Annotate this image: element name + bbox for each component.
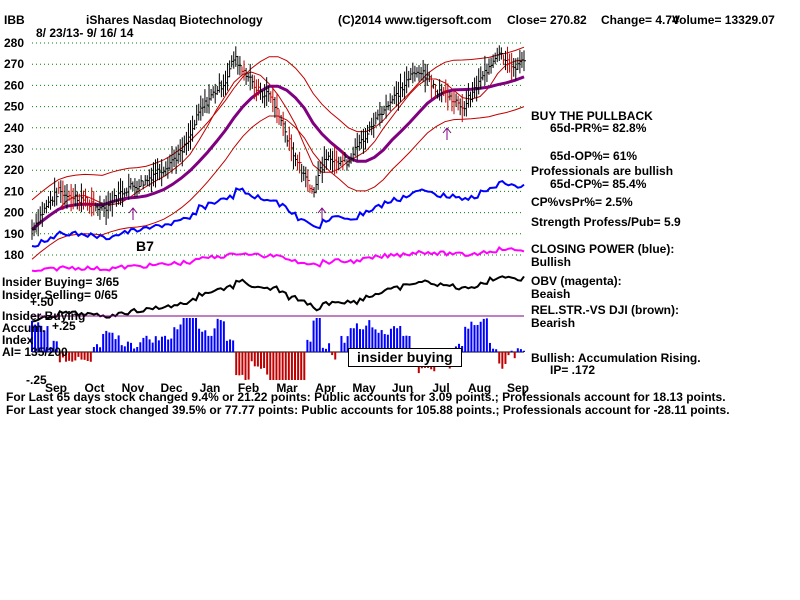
accum-label: Accum. [2, 321, 46, 335]
close-price: Close= 270.82 [507, 13, 587, 27]
accumulation-status: Bullish: Accumulation Rising. [531, 351, 701, 365]
y-tick-270: 270 [4, 57, 24, 71]
buy-signal: BUY THE PULLBACK [531, 109, 653, 123]
y-tick-210: 210 [4, 184, 24, 198]
accum-plus50: +.50 [30, 295, 54, 309]
obv-line [31, 246, 525, 273]
month-label-6: Mar [276, 381, 298, 395]
strength-ratio: Strength Profess/Pub= 5.9 [531, 215, 681, 229]
closing-power-path [31, 179, 525, 248]
accum-minus25: -.25 [26, 373, 47, 387]
month-label-0: Sep [45, 381, 67, 395]
y-tick-190: 190 [4, 227, 24, 241]
date-range: 8/ 23/13- 9/ 16/ 14 [36, 26, 134, 40]
obv-path [31, 246, 525, 273]
insider-selling-count: Insider Selling= 0/65 [2, 288, 118, 302]
ticker: IBB [4, 13, 25, 27]
obv-label: OBV (magenta): [531, 274, 622, 288]
y-tick-240: 240 [4, 121, 24, 135]
rel-strength-path [31, 275, 525, 323]
month-label-12: Sep [507, 381, 529, 395]
buy-arrow-icon [317, 207, 327, 220]
price-axis-ticks: 180 190 200 210 220 230 240 250 260 270 280 [4, 36, 24, 262]
y-tick-250: 250 [4, 100, 24, 114]
cp-vs-pr: CP%vsPr%= 2.5% [531, 195, 633, 209]
rel-strength-state: Bearish [531, 316, 576, 330]
lower-band [31, 106, 525, 260]
op-percent: 65d-OP%= 61% [550, 149, 638, 163]
change-value: Change= 4.74 [601, 13, 679, 27]
month-axis: Sep Oct Nov Dec Jan Feb Mar Apr May Jun Jul Aug Sep [45, 381, 529, 395]
upper-band [31, 46, 525, 201]
relative-strength-line [31, 275, 525, 323]
signal-b7: B7 [136, 238, 154, 254]
pr-percent: 65d-PR%= 82.8% [550, 121, 647, 135]
month-label-8: May [352, 381, 376, 395]
closing-power-line [31, 179, 525, 248]
closing-power-state: Bullish [531, 255, 572, 269]
price-bars [31, 45, 526, 240]
y-tick-280: 280 [4, 36, 24, 50]
footer-1-year: For Last year stock changed 39.5% or 77.… [6, 403, 730, 417]
accum-plus25: +.25 [52, 319, 76, 333]
ai-value: AI= 135/200 [2, 345, 68, 359]
month-label-4: Jan [200, 381, 221, 395]
insider-buying-box: insider buying [348, 348, 462, 367]
month-label-3: Dec [160, 381, 182, 395]
ip-value: IP= .172 [550, 363, 596, 377]
cp-percent: 65d-CP%= 85.4% [550, 177, 647, 191]
obv-state: Beaish [531, 287, 571, 301]
buy-arrow-icon [128, 207, 138, 220]
month-label-9: Jun [392, 381, 413, 395]
insider-buying-count: Insider Buying= 3/65 [2, 275, 120, 289]
month-label-11: Aug [468, 381, 491, 395]
y-tick-230: 230 [4, 142, 24, 156]
month-label-5: Feb [238, 381, 259, 395]
month-label-10: Jul [432, 381, 449, 395]
trading-bands [31, 46, 525, 260]
month-label-1: Oct [84, 381, 104, 395]
rel-strength-label: REL.STR.-VS DJI (brown): [531, 303, 679, 317]
signal-arrows [128, 127, 452, 220]
copyright: (C)2014 www.tigersoft.com [338, 13, 492, 27]
security-name: iShares Nasdaq Biotechnology [86, 13, 263, 27]
insider-buying-label: Insider Buying [2, 309, 86, 323]
volume-value: Volume= 13329.07 [672, 13, 775, 27]
month-label-7: Apr [315, 381, 336, 395]
month-label-2: Nov [122, 381, 145, 395]
buy-arrow-icon [442, 127, 452, 140]
professionals-status: Professionals are bullish [531, 164, 674, 178]
closing-power-label: CLOSING POWER (blue): [531, 242, 675, 256]
y-tick-260: 260 [4, 78, 24, 92]
y-tick-180: 180 [4, 248, 24, 262]
y-tick-200: 200 [4, 206, 24, 220]
y-tick-220: 220 [4, 163, 24, 177]
footer-65-day: For Last 65 days stock changed 9.4% or 2… [6, 390, 726, 404]
index-label: Index [2, 333, 34, 347]
